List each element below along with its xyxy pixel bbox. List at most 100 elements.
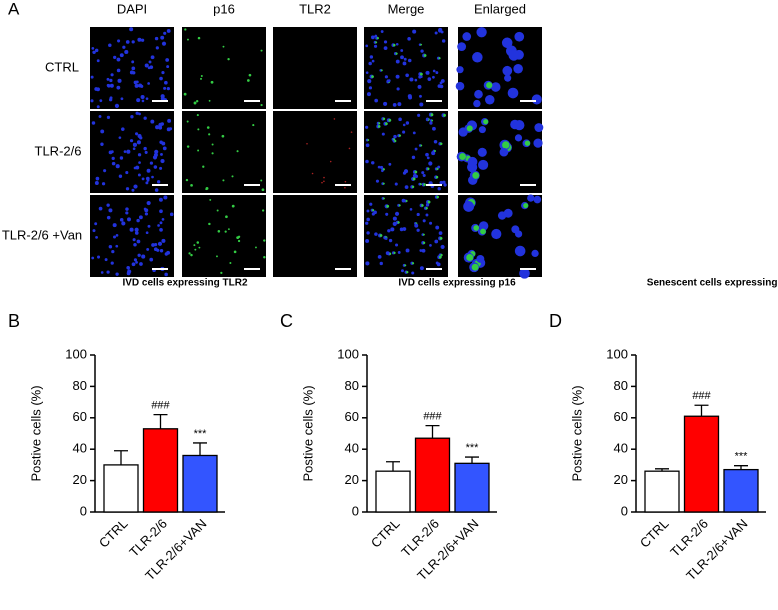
cell bbox=[208, 133, 211, 136]
cell bbox=[490, 82, 501, 92]
cell bbox=[491, 228, 502, 240]
cell bbox=[106, 77, 110, 81]
cell bbox=[133, 243, 137, 247]
cell bbox=[94, 222, 98, 226]
cell bbox=[405, 248, 410, 253]
cell bbox=[533, 138, 543, 148]
cell bbox=[393, 138, 396, 141]
cell bbox=[414, 147, 418, 151]
cell bbox=[387, 229, 391, 233]
cell bbox=[419, 249, 423, 252]
cell bbox=[209, 198, 212, 201]
x-tick-label: CTRL bbox=[368, 516, 403, 551]
cell bbox=[95, 235, 98, 239]
cell bbox=[311, 172, 314, 175]
cell bbox=[405, 121, 410, 125]
column-header: TLR2 bbox=[299, 1, 331, 16]
cell bbox=[384, 237, 388, 240]
cell bbox=[231, 175, 234, 178]
cell bbox=[133, 166, 137, 170]
column-header: DAPI bbox=[117, 1, 147, 16]
cell bbox=[111, 161, 116, 166]
cell bbox=[90, 99, 94, 103]
cell bbox=[151, 243, 155, 247]
cell bbox=[393, 134, 397, 139]
cell bbox=[407, 58, 412, 63]
cell bbox=[438, 231, 443, 235]
cell bbox=[423, 183, 426, 186]
cell bbox=[110, 73, 114, 77]
cell bbox=[379, 234, 383, 237]
cell bbox=[115, 164, 120, 169]
cell bbox=[394, 139, 397, 143]
cell bbox=[224, 230, 227, 233]
cell bbox=[154, 188, 159, 192]
cell bbox=[425, 203, 430, 207]
cell bbox=[371, 75, 374, 78]
cell bbox=[111, 250, 115, 254]
cell bbox=[499, 147, 509, 157]
cell bbox=[407, 94, 412, 99]
x-tick-label: CTRL bbox=[96, 516, 131, 551]
cell bbox=[409, 208, 413, 211]
micrograph bbox=[364, 111, 448, 193]
cell bbox=[473, 99, 481, 108]
cell bbox=[440, 253, 443, 257]
cell bbox=[163, 31, 167, 35]
cell bbox=[157, 224, 160, 227]
cell bbox=[306, 142, 308, 145]
cell bbox=[467, 156, 478, 167]
micrograph bbox=[182, 111, 266, 193]
cell bbox=[106, 115, 111, 119]
cell bbox=[406, 270, 409, 274]
cell bbox=[121, 221, 126, 226]
cell bbox=[411, 271, 415, 275]
cell bbox=[417, 84, 422, 89]
cell bbox=[344, 186, 346, 189]
cell bbox=[459, 153, 466, 160]
y-tick-label: 60 bbox=[345, 409, 359, 424]
cell bbox=[158, 125, 163, 130]
cell bbox=[427, 167, 430, 171]
cell bbox=[166, 87, 170, 91]
cell bbox=[94, 181, 99, 185]
cell bbox=[198, 246, 201, 249]
cell bbox=[91, 47, 95, 50]
cell bbox=[159, 221, 163, 225]
error-bar bbox=[465, 456, 479, 464]
micrograph bbox=[273, 27, 357, 109]
y-tick-label: 40 bbox=[73, 441, 87, 456]
cell bbox=[421, 204, 424, 207]
cell bbox=[422, 241, 426, 245]
panel-label: A bbox=[8, 0, 20, 18]
y-tick-label: 80 bbox=[73, 378, 87, 393]
cell bbox=[371, 161, 375, 165]
cell bbox=[194, 248, 197, 251]
cell bbox=[431, 119, 434, 122]
cell bbox=[147, 66, 151, 70]
cell bbox=[116, 68, 121, 73]
cell bbox=[114, 103, 120, 108]
cell bbox=[96, 59, 100, 63]
cell bbox=[404, 264, 407, 267]
cell bbox=[510, 119, 520, 130]
cell bbox=[260, 179, 263, 182]
cell bbox=[197, 36, 201, 40]
cell bbox=[225, 215, 228, 219]
cell bbox=[163, 86, 167, 90]
cell bbox=[524, 140, 531, 146]
cell bbox=[108, 208, 113, 213]
micrograph-bg bbox=[364, 195, 448, 277]
cell bbox=[165, 58, 170, 62]
y-axis-label: Postive cells (%) bbox=[569, 385, 584, 481]
cell bbox=[136, 98, 141, 103]
cell bbox=[392, 216, 397, 221]
cell bbox=[139, 262, 143, 266]
cell bbox=[393, 43, 396, 47]
cell bbox=[394, 211, 400, 216]
cell bbox=[423, 54, 427, 57]
cell bbox=[372, 209, 375, 212]
cell bbox=[483, 119, 489, 125]
cell bbox=[227, 57, 230, 61]
cell bbox=[382, 117, 386, 121]
